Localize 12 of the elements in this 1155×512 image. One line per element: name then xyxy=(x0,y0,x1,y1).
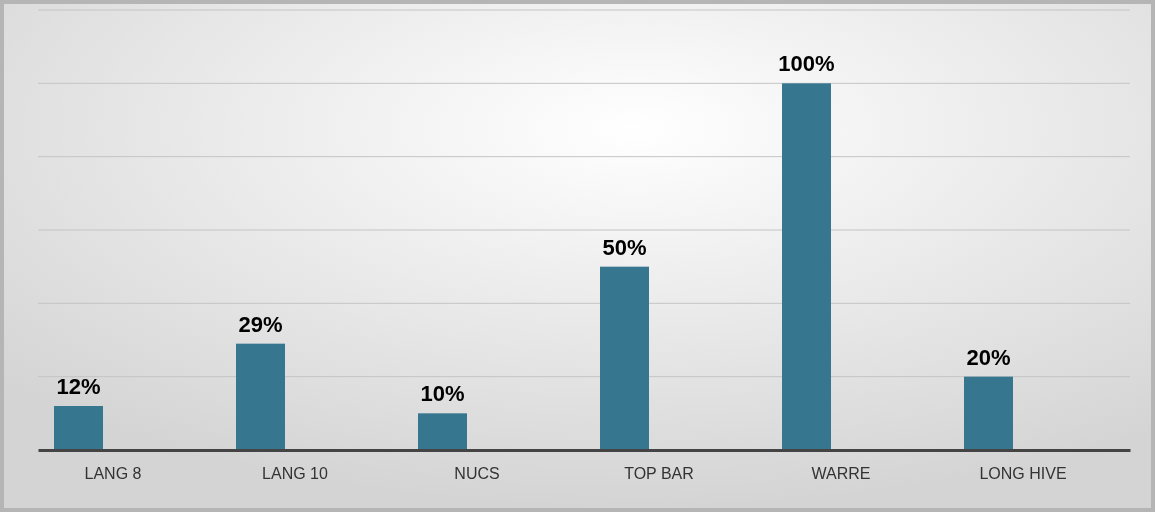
x-tick-label: LONG HIVE xyxy=(979,465,1067,483)
data-label: 29% xyxy=(238,311,283,337)
x-tick-label: LANG 10 xyxy=(262,465,329,483)
data-label: 12% xyxy=(56,374,101,399)
data-label: 20% xyxy=(966,344,1011,370)
x-tick-label: LANG 8 xyxy=(84,465,142,483)
x-tick-label: NUCS xyxy=(454,465,500,483)
x-tick-label: TOP BAR xyxy=(624,465,694,483)
data-label: 10% xyxy=(420,381,465,407)
data-label: 100% xyxy=(778,51,835,77)
x-tick-label: WARRE xyxy=(811,465,871,483)
data-label: 50% xyxy=(602,234,647,260)
